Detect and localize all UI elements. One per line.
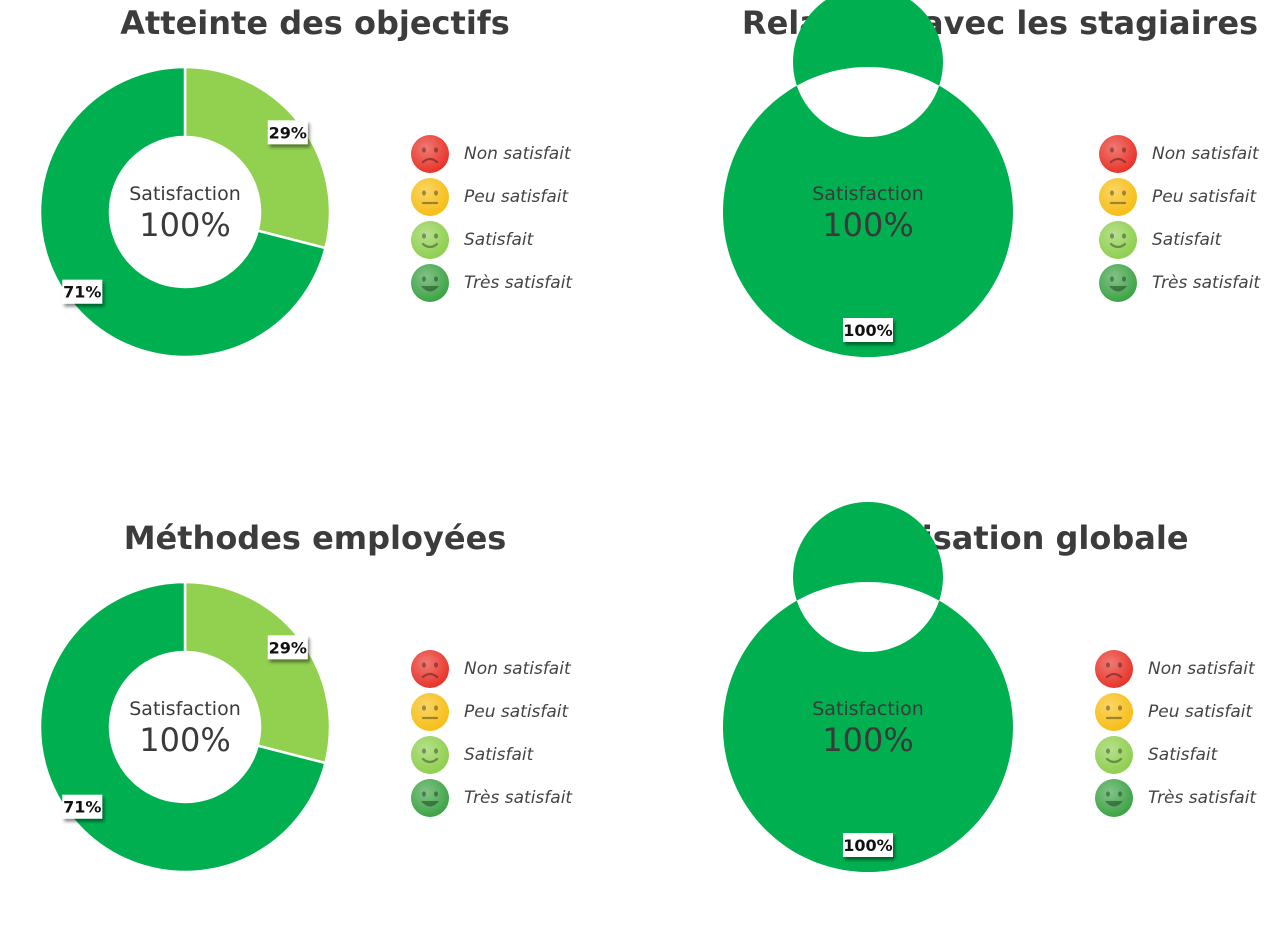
smile-face-icon <box>1099 220 1137 259</box>
pie-slice <box>38 65 327 359</box>
legend-item: Peu satisfait <box>410 690 572 733</box>
pie-slice <box>722 502 1013 872</box>
laugh-face-icon <box>411 263 449 302</box>
smile-face-icon <box>411 220 449 259</box>
legend-item: Satisfait <box>1094 733 1256 776</box>
laugh-face-icon <box>1099 263 1137 302</box>
legend-label: Satisfait <box>1152 229 1222 250</box>
slice-label: 71% <box>62 279 103 304</box>
laugh-face-icon <box>411 778 449 817</box>
legend-label: Peu satisfait <box>1152 186 1257 207</box>
slice-label-text: 71% <box>63 798 101 817</box>
pie-slice <box>183 65 332 250</box>
center-label: Satisfaction <box>129 183 241 205</box>
legend-label: Non satisfait <box>1152 143 1259 164</box>
slice-label: 100% <box>843 833 893 857</box>
center-label: Satisfaction <box>129 698 241 720</box>
legend-item: Très satisfait <box>1098 261 1260 304</box>
sad-face-icon <box>1095 649 1133 688</box>
pie-slice <box>38 580 327 874</box>
sad-face-icon <box>1099 134 1137 173</box>
legend-label: Non satisfait <box>1148 658 1255 679</box>
center-value: 100% <box>822 206 913 244</box>
chart-title: Méthodes employées <box>123 519 507 557</box>
legend-item: Satisfait <box>410 218 572 261</box>
legend-label: Non satisfait <box>464 143 571 164</box>
neutral-face-icon <box>411 177 449 216</box>
legend-label: Très satisfait <box>1148 787 1257 808</box>
legend-item: Très satisfait <box>410 776 572 819</box>
legend-label: Très satisfait <box>464 272 573 293</box>
chart-panel-organisation: Organisation globale 100% Satisfaction 100… <box>640 502 1260 935</box>
chart-title: Organisation globale <box>811 519 1189 557</box>
legend-item: Non satisfait <box>1094 647 1256 690</box>
slice-label-text: 29% <box>269 123 307 142</box>
slice-label-text: 100% <box>843 321 892 340</box>
legend-label: Très satisfait <box>464 787 573 808</box>
center-label: Satisfaction <box>812 183 924 205</box>
neutral-face-icon <box>411 692 449 731</box>
legend-item: Non satisfait <box>410 647 572 690</box>
center-label: Satisfaction <box>812 698 924 720</box>
legend-item: Satisfait <box>410 733 572 776</box>
legend-item: Satisfait <box>1098 218 1260 261</box>
center-value: 100% <box>139 721 230 759</box>
smile-face-icon <box>411 735 449 774</box>
center-value: 100% <box>822 721 913 759</box>
chart-panel-methodes: Méthodes employées 29% 71% Satisfaction 100… <box>0 515 620 935</box>
chart-legend: Non satisfait Peu satisfait Satisfait Très … <box>1098 132 1260 304</box>
slice-label-text: 29% <box>269 638 307 657</box>
neutral-face-icon <box>1099 177 1137 216</box>
legend-label: Non satisfait <box>464 658 571 679</box>
smile-face-icon <box>1095 735 1133 774</box>
legend-item: Peu satisfait <box>410 175 572 218</box>
laugh-face-icon <box>1095 778 1133 817</box>
chart-title: Atteinte des objectifs <box>120 4 510 42</box>
slice-label-text: 100% <box>843 836 892 855</box>
legend-label: Peu satisfait <box>464 701 569 722</box>
legend-item: Non satisfait <box>410 132 572 175</box>
legend-item: Très satisfait <box>410 261 572 304</box>
chart-title: Relations avec les stagiaires <box>741 4 1259 42</box>
legend-label: Peu satisfait <box>464 186 569 207</box>
slice-label: 71% <box>62 794 103 819</box>
chart-legend: Non satisfait Peu satisfait Satisfait Très … <box>410 647 572 819</box>
legend-item: Peu satisfait <box>1094 690 1256 733</box>
slice-label: 100% <box>843 318 893 342</box>
chart-panel-atteinte: Atteinte des objectifs 29% 71% Satisfactio… <box>0 0 620 420</box>
pie-slice <box>183 580 332 765</box>
legend-label: Très satisfait <box>1152 272 1261 293</box>
legend-item: Très satisfait <box>1094 776 1256 819</box>
chart-legend: Non satisfait Peu satisfait Satisfait Très … <box>410 132 572 304</box>
legend-item: Peu satisfait <box>1098 175 1260 218</box>
legend-item: Non satisfait <box>1098 132 1260 175</box>
legend-label: Peu satisfait <box>1148 701 1253 722</box>
legend-label: Satisfait <box>464 744 534 765</box>
legend-label: Satisfait <box>1148 744 1218 765</box>
slice-label: 29% <box>267 635 308 660</box>
sad-face-icon <box>411 649 449 688</box>
chart-legend: Non satisfait Peu satisfait Satisfait Très … <box>1094 647 1256 819</box>
chart-panel-relations: Relations avec les stagiaires 100% Satisf… <box>640 0 1260 420</box>
pie-slice <box>723 0 1013 357</box>
sad-face-icon <box>411 134 449 173</box>
center-value: 100% <box>139 206 230 244</box>
slice-label: 29% <box>267 120 308 145</box>
neutral-face-icon <box>1095 692 1133 731</box>
legend-label: Satisfait <box>464 229 534 250</box>
slice-label-text: 71% <box>63 283 101 302</box>
